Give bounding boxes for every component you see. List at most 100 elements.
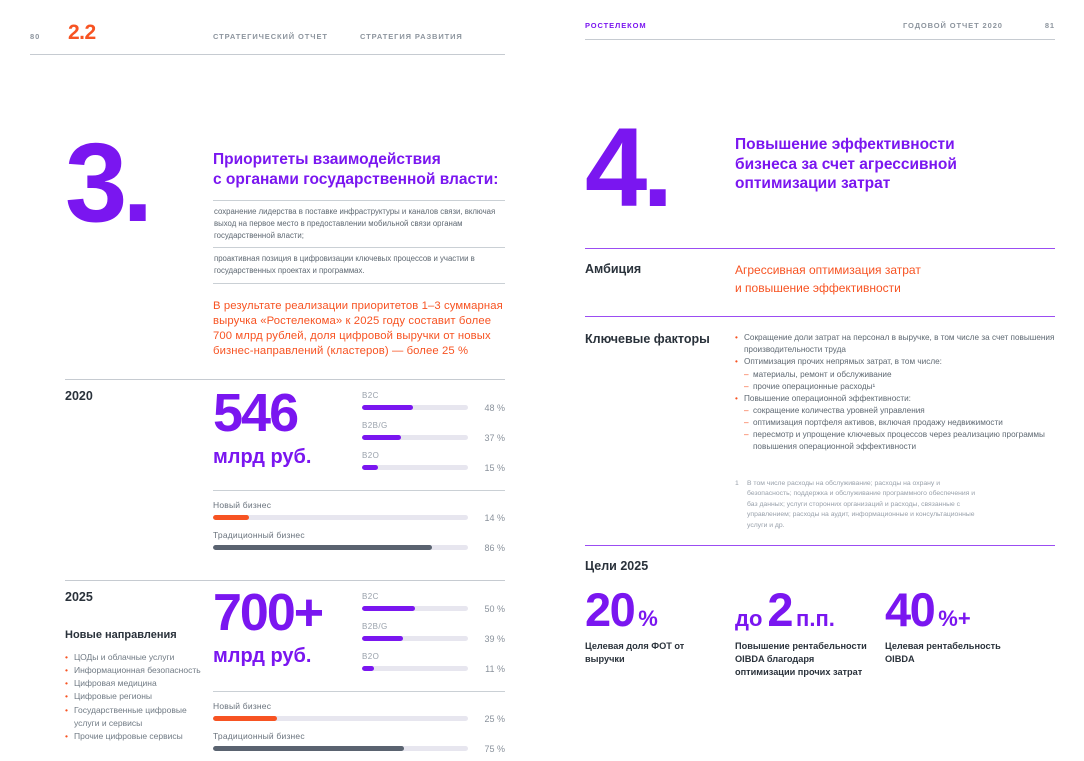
bar-row: Новый бизнес 25 % — [213, 701, 505, 724]
bar-row: Новый бизнес 14 % — [213, 500, 505, 523]
goal-number: 40 %+ — [885, 586, 1035, 633]
factor-text: Оптимизация прочих непрямых затрат, в то… — [744, 357, 942, 367]
bar-row: B2C 50 % — [362, 592, 505, 614]
bar-fill — [213, 716, 277, 722]
bar-row: B2C 48 % — [362, 391, 505, 413]
key-factors-list: • Сокращение доли затрат на персонал в в… — [735, 332, 1055, 453]
brand-logo-text: РОСТЕЛЕКОМ — [585, 21, 647, 30]
factor-item: • Повышение операционной эффективности: — [735, 393, 1055, 405]
bar-label: B2O — [362, 651, 380, 661]
goal-number: до 2 п.п. — [735, 586, 885, 633]
bar-value: 14 % — [484, 512, 505, 523]
section-number: 2.2 — [68, 21, 96, 44]
bar-track — [213, 515, 468, 521]
breadcrumb-report-section: СТРАТЕГИЧЕСКИЙ ОТЧЕТ — [213, 32, 328, 41]
year-2020-block: 2020 546 млрд руб. B2C — [65, 380, 505, 560]
ambition-text: Агрессивная оптимизация затрат и повышен… — [735, 263, 921, 295]
efficiency-section: 4. Повышение эффективности бизнеса за сч… — [585, 111, 1055, 223]
bar-row: Традиционный бизнес 75 % — [213, 731, 505, 754]
bullet-marker: • — [65, 665, 68, 676]
bar-label: Новый бизнес — [213, 700, 272, 711]
ambition-label: Амбиция — [585, 262, 642, 277]
goal-value: 20 — [585, 583, 636, 637]
goal-label: Повышение рентабельности OIBDA благодаря… — [735, 641, 867, 677]
business-bars-2025: Новый бизнес 25 % Традиционный бизнес — [213, 690, 505, 754]
priority-list: сохранение лидерства в поставке инфрастр… — [213, 200, 505, 284]
factor-item: – пересмотр и упрощение ключевых процесс… — [735, 429, 1055, 453]
bar-track — [362, 465, 468, 471]
divider — [65, 378, 505, 380]
bar-track — [362, 666, 468, 672]
bar-track — [213, 545, 468, 551]
bar-fill — [213, 515, 249, 521]
bar-value: 50 % — [484, 603, 505, 614]
divider — [65, 579, 505, 581]
revenue-unit: млрд руб. — [213, 644, 312, 667]
factor-text: сокращение количества уровней управления — [753, 405, 925, 415]
bullet-marker: • — [735, 333, 738, 343]
breadcrumb-chapter: СТРАТЕГИЯ РАЗВИТИЯ — [360, 32, 463, 41]
priority-section: 3. Приоритеты взаимодействия с органами … — [65, 126, 505, 359]
ambition-row: Амбиция Агрессивная оптимизация затрат и… — [585, 249, 1055, 316]
section-title: Повышение эффективности бизнеса за счет … — [735, 136, 957, 193]
bar-label: Традиционный бизнес — [213, 529, 305, 540]
bar-fill — [213, 545, 433, 551]
section-title: Приоритеты взаимодействия с органами гос… — [213, 151, 499, 188]
header-rule — [30, 54, 505, 55]
factor-item: – оптимизация портфеля активов, включая … — [735, 417, 1055, 429]
bar-row: B2O 11 % — [362, 652, 505, 674]
factor-text: пересмотр и упрощение ключевых процессов… — [753, 430, 1045, 452]
segment-bars-2020: B2C 48 % B2B/G 3 — [362, 389, 505, 481]
bar-value: 75 % — [484, 743, 505, 754]
directions-title: Новые направления — [65, 628, 177, 641]
bar-track — [362, 405, 468, 411]
bar-track — [213, 716, 468, 722]
direction-label: Цифровая медицина — [74, 678, 157, 689]
goal-value: 2 — [767, 583, 793, 637]
bar-label: Новый бизнес — [213, 499, 272, 510]
divider-purple — [585, 316, 1055, 318]
running-header: 80 2.2 СТРАТЕГИЧЕСКИЙ ОТЧЕТ СТРАТЕГИЯ РА… — [30, 0, 505, 45]
footnote-text: В том числе расходы на обслуживание; рас… — [747, 479, 976, 529]
page-right: РОСТЕЛЕКОМ ГОДОВОЙ ОТЧЕТ 2020 81 4. Повы… — [585, 0, 1055, 679]
key-factors-row: Ключевые факторы • Сокращение доли затра… — [585, 317, 1055, 453]
bar-value: 37 % — [484, 432, 505, 443]
footnote-number: 1 — [735, 479, 739, 487]
factor-item: • Оптимизация прочих непрямых затрат, в … — [735, 356, 1055, 368]
bullet-marker: • — [735, 393, 738, 403]
bar-row: B2B/G 37 % — [362, 421, 505, 443]
direction-label: Информационная безопасность — [74, 665, 201, 676]
revenue-unit: млрд руб. — [213, 445, 312, 468]
page-number: 80 — [30, 32, 41, 41]
goal-suffix: п.п. — [796, 606, 835, 632]
goal-label: Целевая доля ФОТ от выручки — [585, 641, 685, 665]
goal-suffix: %+ — [938, 606, 971, 632]
bar-value: 39 % — [484, 633, 505, 644]
bar-value: 86 % — [484, 542, 505, 553]
goal-item: 40 %+ Целевая рентабельность OIBDA — [885, 586, 1035, 679]
revenue-value: 546 — [213, 382, 299, 443]
running-header: РОСТЕЛЕКОМ ГОДОВОЙ ОТЧЕТ 2020 81 — [585, 0, 1055, 30]
bar-fill — [362, 666, 374, 672]
bar-fill — [362, 435, 402, 441]
bar-label: B2B/G — [362, 420, 388, 430]
bullet-marker: • — [65, 704, 68, 715]
bar-value: 48 % — [484, 402, 505, 413]
factor-text: материалы, ремонт и обслуживание — [753, 369, 892, 379]
bullet-marker: – — [744, 430, 749, 440]
bar-value: 11 % — [485, 663, 505, 674]
direction-item: • Цифровые регионы — [65, 690, 203, 703]
year-2025-block: 2025 Новые направления • ЦОДы и облачные… — [65, 581, 505, 761]
factor-item: – сокращение количества уровней управлен… — [735, 405, 1055, 417]
direction-item: • Прочие цифровые сервисы — [65, 730, 203, 743]
priority-item: проактивная позиция в цифровизации ключе… — [213, 247, 505, 282]
bullet-marker: • — [65, 678, 68, 689]
bullet-marker: • — [65, 691, 68, 702]
direction-item: • Информационная безопасность — [65, 664, 203, 677]
direction-item: • Цифровая медицина — [65, 677, 203, 690]
factor-item: • Сокращение доли затрат на персонал в в… — [735, 332, 1055, 356]
directions-list: • ЦОДы и облачные услуги • Информационна… — [65, 651, 213, 743]
bar-label: B2C — [362, 591, 379, 601]
bar-track — [213, 746, 468, 752]
report-title: ГОДОВОЙ ОТЧЕТ 2020 — [903, 21, 1003, 30]
